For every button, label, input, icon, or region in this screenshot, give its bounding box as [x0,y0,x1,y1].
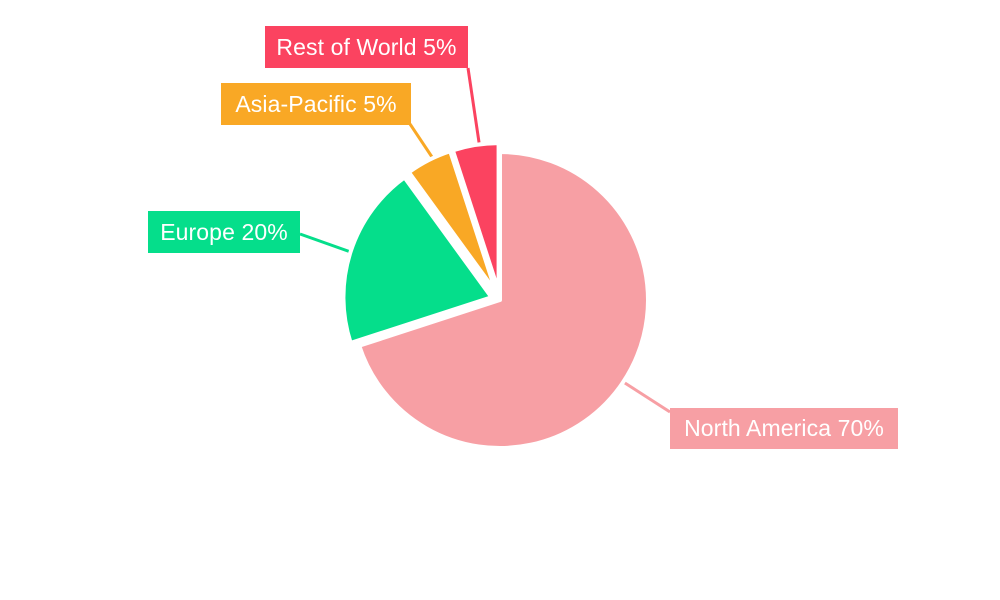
pie-slice-north-america[interactable] [357,150,650,450]
pie-label-north-america[interactable]: North America 70% [670,408,898,449]
leader-line-rest-of-world [466,67,482,150]
pie-label-europe[interactable]: Europe 20% [148,211,300,253]
pie-slice-europe[interactable] [341,175,494,345]
pie-slice-asia-pacific[interactable] [406,149,498,294]
pie-label-asia-pacific[interactable]: Asia-Pacific 5% [221,83,411,125]
pie-wedge-group [341,141,650,450]
pie-slice-rest-of-world[interactable] [450,141,501,294]
pie-label-rest-of-world[interactable]: Rest of World 5% [265,26,468,68]
